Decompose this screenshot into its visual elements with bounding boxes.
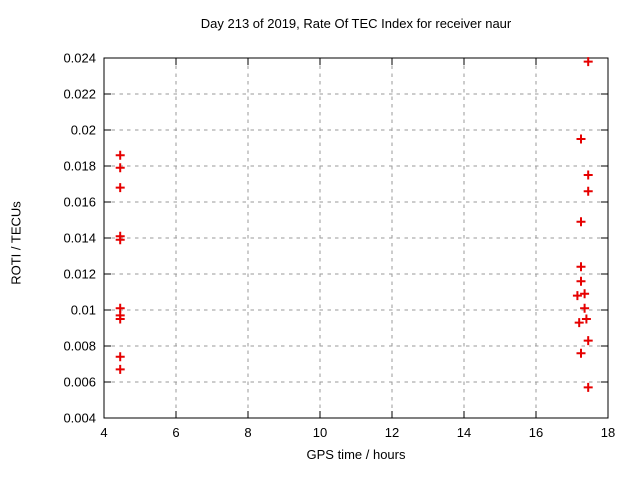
data-point-marker — [583, 57, 593, 67]
y-tick-label: 0.006 — [63, 375, 96, 390]
data-point-marker — [580, 289, 590, 299]
x-axis-label: GPS time / hours — [306, 447, 406, 462]
data-point-marker — [115, 183, 125, 193]
x-tick-label: 18 — [601, 425, 615, 440]
data-point-marker — [115, 352, 125, 362]
data-point-marker — [583, 336, 593, 346]
data-point-marker — [115, 235, 125, 245]
y-tick-label: 0.016 — [63, 195, 96, 210]
y-axis-label: ROTI / TECUs — [8, 201, 24, 285]
data-point-marker — [580, 303, 590, 313]
data-point-marker — [115, 314, 125, 324]
y-tick-label: 0.012 — [63, 267, 96, 282]
data-point-marker — [576, 262, 586, 272]
data-point-marker — [576, 276, 586, 286]
x-tick-label: 4 — [100, 425, 107, 440]
y-tick-label: 0.004 — [63, 411, 96, 426]
x-tick-label: 8 — [244, 425, 251, 440]
y-tick-label: 0.018 — [63, 159, 96, 174]
data-point-marker — [576, 217, 586, 227]
x-tick-label: 10 — [313, 425, 327, 440]
data-point-marker — [583, 382, 593, 392]
x-tick-label: 14 — [457, 425, 471, 440]
data-point-marker — [574, 318, 584, 328]
data-point-marker — [583, 186, 593, 196]
y-tick-label: 0.02 — [71, 123, 96, 138]
y-tick-label: 0.008 — [63, 339, 96, 354]
x-tick-label: 12 — [385, 425, 399, 440]
data-point-marker — [115, 150, 125, 160]
y-tick-label: 0.01 — [71, 303, 96, 318]
y-tick-label: 0.014 — [63, 231, 96, 246]
data-point-marker — [583, 170, 593, 180]
data-point-marker — [576, 134, 586, 144]
data-point-marker — [576, 348, 586, 358]
y-tick-label: 0.024 — [63, 51, 96, 66]
plot-border — [103, 57, 609, 419]
x-tick-label: 16 — [529, 425, 543, 440]
data-point-marker — [115, 364, 125, 374]
data-point-marker — [115, 163, 125, 173]
chart-title: Day 213 of 2019, Rate Of TEC Index for r… — [200, 16, 512, 31]
data-point-marker — [572, 291, 582, 301]
data-point-marker — [581, 314, 591, 324]
y-tick-label: 0.022 — [63, 87, 96, 102]
x-tick-label: 6 — [172, 425, 179, 440]
